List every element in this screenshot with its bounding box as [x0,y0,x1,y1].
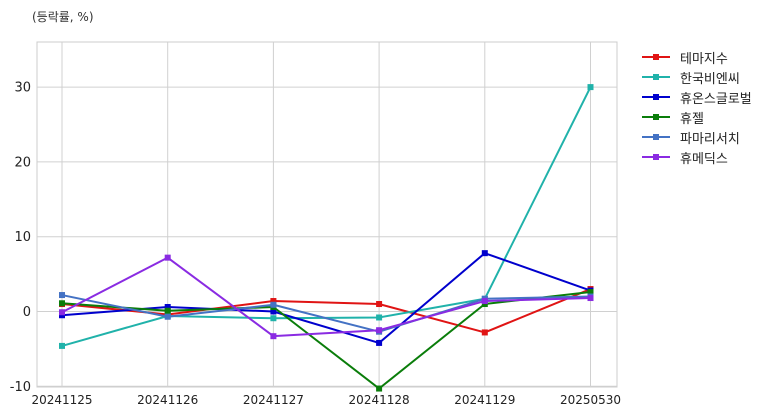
legend-item[interactable]: 테마지수 [642,47,752,67]
data-point [59,292,65,299]
data-point [481,298,488,305]
legend-label: 테마지수 [680,51,728,67]
x-tick-label: 20241129 [454,393,515,407]
data-point [164,307,171,314]
legend-marker [653,134,659,140]
x-tick-label: 20250530 [560,393,621,407]
data-point [270,333,277,340]
data-point [481,250,488,257]
y-axis-tick-labels: -10 0 10 20 30 [10,81,31,395]
legend-marker [653,94,659,100]
data-point [270,315,277,322]
series-line [61,291,591,390]
series-line [61,252,591,344]
series-파마리서치 [59,292,594,335]
legend-item[interactable]: 한국비엔씨 [642,67,752,87]
data-point [376,385,383,392]
legend-item[interactable]: 파마리서치 [642,127,752,147]
y-tick-label: -10 [10,380,31,395]
y-tick-label: 20 [14,155,31,170]
unit-label: (등락률, %) [32,10,94,24]
legend-swatch [642,131,670,143]
legend-marker [653,74,659,80]
series-lines [59,84,594,392]
data-point [270,308,277,315]
grid-lines [36,41,618,388]
data-point [587,289,594,296]
x-tick-label: 20241128 [349,393,410,407]
series-line [61,294,591,333]
data-point [164,304,171,311]
legend-swatch [642,91,670,103]
legend-label: 휴온스글로벌 [680,91,752,107]
series-휴젤 [59,289,594,392]
legend-item[interactable]: 휴젤 [642,107,752,127]
legend-label: 휴젤 [680,111,704,127]
legend-swatch [642,111,670,123]
series-line [61,256,591,338]
data-point [59,309,65,316]
data-point [59,342,65,349]
x-tick-label: 20241125 [31,393,92,407]
plot-border [36,41,618,388]
legend-marker [653,154,659,160]
legend-marker [653,54,659,60]
series-휴메딕스 [59,254,594,340]
legend-label: 파마리서치 [680,131,740,147]
data-point [587,295,594,302]
data-point [270,298,277,305]
legend-label: 한국비엔씨 [680,71,740,87]
data-point [164,254,171,261]
y-tick-label: 10 [14,230,31,245]
data-point [376,327,383,334]
x-axis-tick-labels: 20241125 20241126 20241127 20241128 20241129… [31,393,621,407]
data-point [270,301,277,308]
x-tick-label: 20241127 [243,393,304,407]
data-point [376,301,383,308]
data-point [376,314,383,321]
y-tick-label: 30 [14,81,31,96]
data-point [376,339,383,346]
data-point [481,329,488,336]
legend-swatch [642,151,670,163]
legend-item[interactable]: 휴온스글로벌 [642,87,752,107]
data-point [587,84,594,91]
legend-swatch [642,71,670,83]
data-point [59,300,65,307]
y-tick-label: 0 [23,305,31,320]
data-point [164,313,171,320]
legend-swatch [642,51,670,63]
x-tick-label: 20241126 [137,393,198,407]
series-line [61,86,592,347]
legend-marker [653,114,659,120]
legend-item[interactable]: 휴메딕스 [642,147,752,167]
legend-label: 휴메딕스 [680,151,728,167]
